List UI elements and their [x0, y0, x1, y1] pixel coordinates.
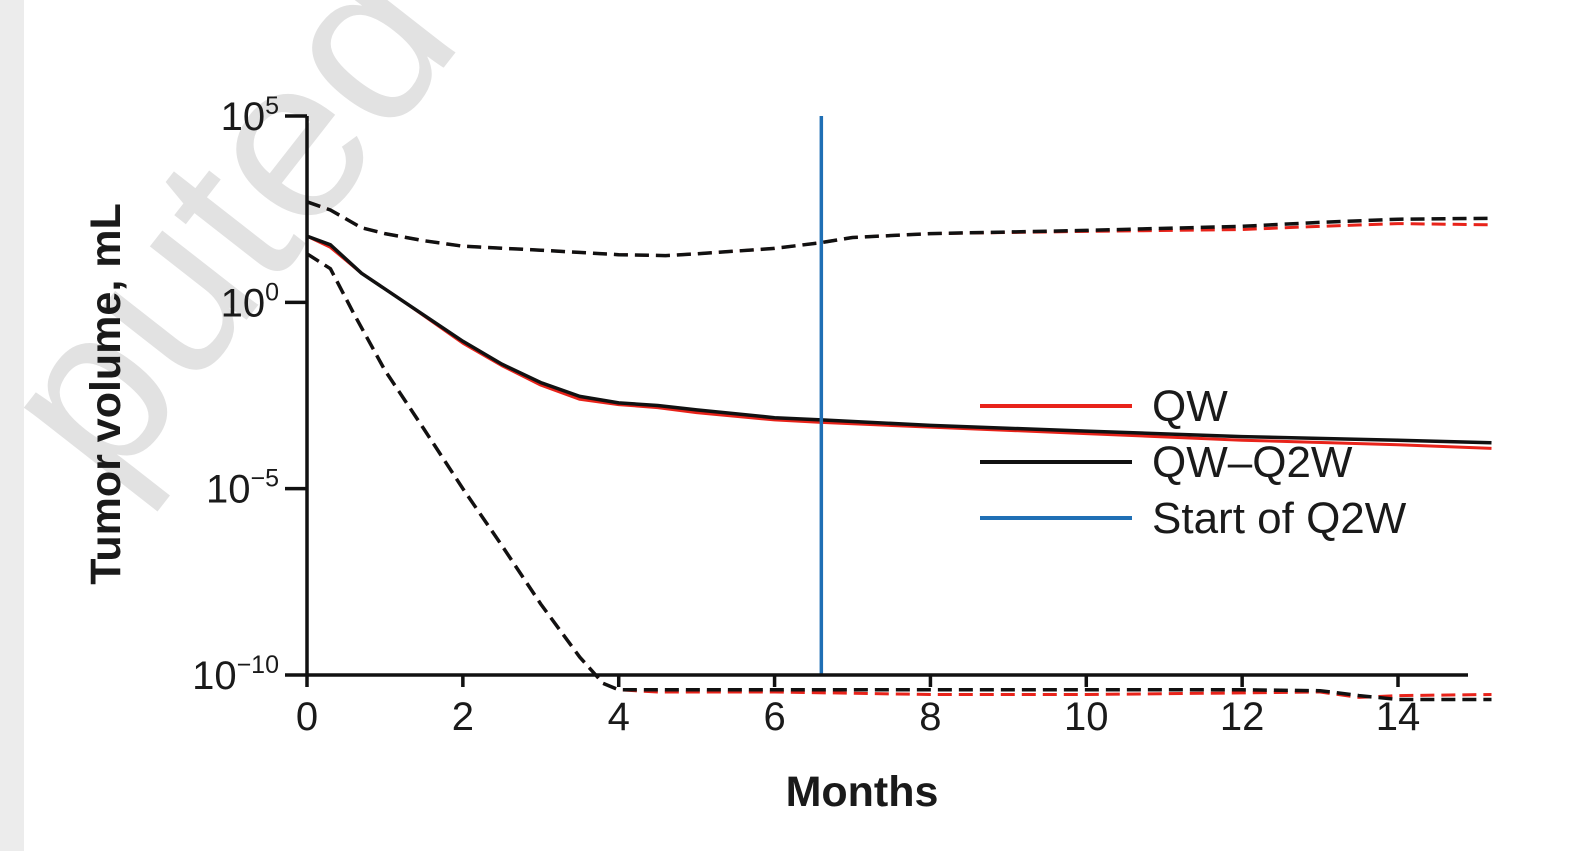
y-tick-label: 10−10 [192, 651, 279, 698]
x-tick-label: 10 [1064, 695, 1109, 739]
y-tick-label: 100 [221, 278, 279, 325]
series-layer [306, 200, 1492, 702]
series-line-qw-q2w [306, 234, 1492, 445]
legend-label: QW–Q2W [1152, 438, 1353, 487]
x-tick-label: 14 [1376, 695, 1421, 739]
series-line-qw-upper [306, 200, 1492, 258]
series-line-qw-q2w-upper [306, 200, 1492, 258]
legend-label: QW [1152, 382, 1228, 431]
x-tick-label: 12 [1220, 695, 1265, 739]
series-line-qw [306, 234, 1492, 450]
legend: QW QW–Q2W Start of Q2W [980, 382, 1407, 543]
series-line-qw-q2w-lower [306, 252, 1492, 702]
left-margin-strip [0, 0, 24, 851]
legend-label: Start of Q2W [1152, 494, 1407, 543]
y-tick-label: 10−5 [206, 465, 279, 512]
x-tick-label: 4 [608, 695, 630, 739]
x-tick-label: 6 [763, 695, 785, 739]
x-axis-title: Months [786, 768, 939, 816]
axes-layer: 0 2 4 6 8 10 12 14 10−10 10−5 100 105 [192, 92, 1468, 739]
y-tick-label: 105 [221, 92, 279, 139]
x-tick-label: 0 [296, 695, 318, 739]
x-tick-label: 8 [919, 695, 941, 739]
x-tick-label: 2 [452, 695, 474, 739]
y-axis-title: Tumor volume, mL [82, 203, 130, 584]
